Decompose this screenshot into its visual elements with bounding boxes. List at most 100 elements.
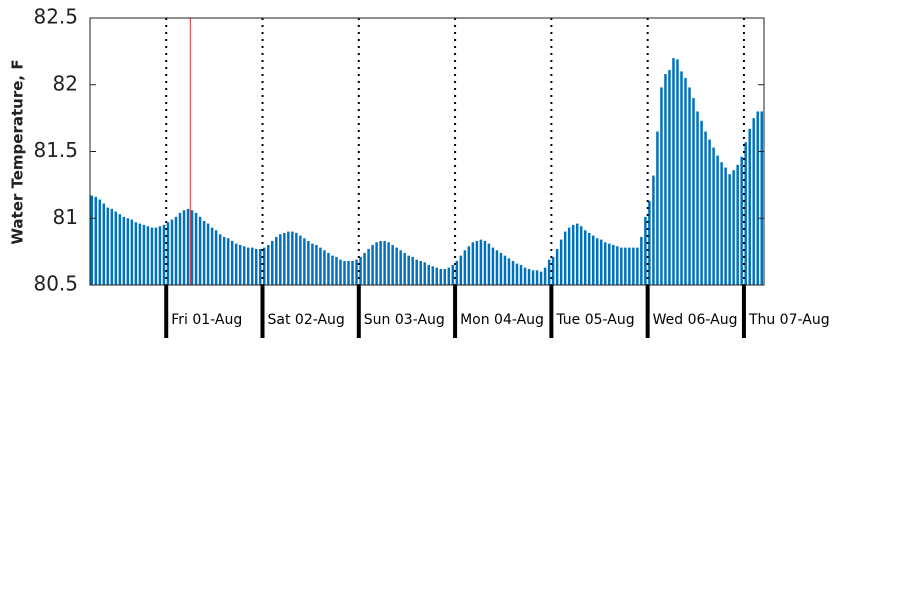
bar: [748, 128, 751, 285]
bar: [728, 174, 731, 285]
bar: [559, 239, 563, 285]
bar: [435, 267, 439, 285]
bar: [535, 270, 539, 285]
bar: [519, 264, 523, 285]
bar: [495, 250, 499, 285]
x-tick-label: Wed 06-Aug: [653, 312, 738, 328]
bar: [431, 266, 434, 285]
bar: [760, 111, 763, 285]
bar: [439, 268, 443, 285]
y-tick-label: 80.5: [33, 272, 78, 296]
bar: [740, 156, 743, 285]
bar: [628, 247, 631, 285]
bar: [186, 208, 190, 285]
bar: [640, 236, 643, 285]
bar: [90, 195, 93, 285]
y-tick-label: 81: [53, 205, 78, 229]
bar: [158, 226, 162, 285]
bar: [238, 244, 242, 285]
bar: [198, 216, 202, 285]
bar: [732, 170, 735, 285]
bar: [106, 207, 110, 285]
bar: [756, 111, 759, 285]
bar: [600, 239, 603, 285]
bar: [547, 259, 551, 285]
bar: [636, 247, 639, 285]
bar: [672, 58, 675, 285]
bar: [403, 252, 406, 285]
bar: [680, 71, 683, 286]
bar: [455, 260, 459, 285]
bar: [379, 240, 382, 285]
bar: [275, 236, 278, 285]
bar: [246, 247, 250, 285]
bar: [415, 259, 418, 285]
bar: [351, 260, 354, 285]
bar: [122, 216, 126, 285]
bar: [134, 222, 138, 285]
bar: [391, 244, 394, 285]
bar: [363, 252, 366, 285]
y-tick-label: 81.5: [33, 138, 78, 162]
bar: [174, 216, 178, 285]
bar: [319, 247, 322, 285]
bar: [263, 247, 266, 285]
bar: [688, 87, 691, 285]
bar: [150, 227, 154, 285]
bar: [254, 248, 258, 285]
bar: [684, 78, 687, 285]
bar: [323, 250, 326, 285]
bar: [692, 98, 695, 285]
x-tick-label: Mon 04-Aug: [460, 312, 544, 328]
bar: [632, 247, 635, 285]
bar: [720, 162, 723, 285]
bar: [612, 244, 615, 285]
bar: [447, 267, 451, 285]
bar: [427, 264, 430, 285]
bar: [271, 240, 274, 285]
bar: [700, 120, 703, 285]
bar: [531, 270, 535, 285]
bar: [315, 244, 318, 285]
bar: [118, 214, 122, 285]
bar: [355, 259, 358, 285]
bar: [752, 118, 755, 285]
bar: [395, 247, 398, 285]
bar: [178, 212, 182, 285]
bar: [407, 255, 410, 285]
bar: [307, 240, 310, 285]
bar: [162, 224, 166, 285]
bar: [543, 267, 547, 285]
bar: [567, 227, 571, 285]
bar: [327, 252, 330, 285]
bar: [94, 196, 97, 285]
bar: [214, 230, 218, 285]
bar: [608, 243, 611, 285]
bar: [648, 200, 651, 285]
bar: [226, 238, 230, 285]
bar: [708, 139, 711, 285]
bar: [616, 246, 619, 285]
bar: [359, 256, 362, 285]
bar: [563, 231, 567, 285]
bar: [451, 264, 455, 285]
bar: [194, 212, 198, 285]
bar: [423, 262, 426, 285]
bar: [283, 232, 286, 285]
bar: [182, 210, 186, 285]
bar: [343, 260, 346, 285]
bar: [539, 271, 543, 285]
bar: [110, 208, 114, 285]
y-axis-label: Water Temperature, F: [9, 59, 27, 244]
y-tick-label: 82: [53, 71, 78, 95]
bar: [190, 210, 194, 285]
bar: [299, 235, 302, 285]
bar: [587, 232, 591, 285]
bar: [347, 260, 350, 285]
bar: [267, 244, 270, 285]
bar: [303, 238, 306, 285]
bar: [604, 242, 607, 285]
bar: [114, 211, 118, 285]
